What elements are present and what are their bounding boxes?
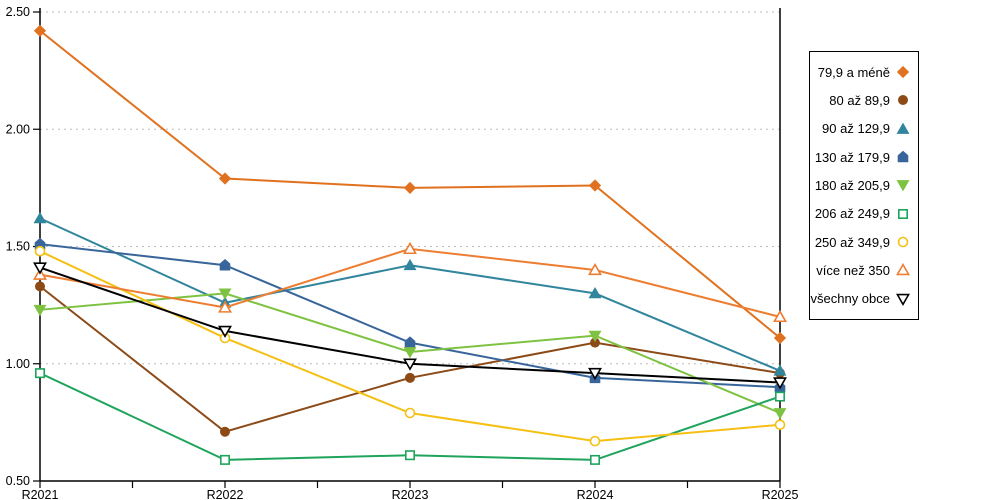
legend-item: 80 až 89,9 [814,93,911,108]
series-marker [218,325,232,338]
legend-item: 250 až 349,9 [814,235,911,250]
series-marker [404,450,415,461]
series-marker [588,286,602,299]
legend-item: 180 až 205,9 [814,178,911,193]
legend-item-label: více než 350 [816,262,890,278]
legend-marker-icon [897,150,909,163]
triangle-up-marker-icon [896,263,910,276]
x-axis-tick-label: R2021 [22,488,59,500]
legend-item-label: 79,9 a méně [817,64,890,80]
series-7 [33,241,787,323]
series-5 [34,368,785,465]
legend-item: 79,9 a méně [814,65,911,80]
legend-item: 130 až 179,9 [814,150,911,165]
y-axis-tick-label: 2.50 [6,5,30,19]
series-marker [218,172,232,185]
legend-item-label: 90 až 129,9 [822,121,890,137]
series-8 [33,262,787,390]
series-marker [403,358,417,371]
y-axis-tick-label: 1.50 [6,240,30,254]
legend-marker-icon [896,293,910,306]
legend-marker-icon [897,208,908,219]
circle-marker-icon [897,236,909,248]
series-marker [773,331,787,345]
triangle-down-marker-icon [896,293,910,306]
series-marker [588,262,602,276]
series-marker [34,245,46,257]
legend-marker-icon [896,122,910,134]
legend-item-label: 206 až 249,9 [814,206,890,222]
series-marker [35,281,45,292]
chart-legend: 79,9 a méně 80 až 89,9 90 až 129,9 130 až 1… [809,51,919,320]
series-marker [33,211,47,224]
square-marker-icon [897,208,908,219]
series-marker [774,419,786,431]
series-marker [404,336,416,348]
circle-marker-icon [898,95,908,106]
diamond-marker-icon [896,66,910,79]
x-axis-tick-label: R2023 [392,488,429,500]
series-marker [220,426,230,437]
legend-marker-icon [898,95,908,106]
series-marker [773,408,787,420]
y-axis-tick-label: 2.00 [6,122,30,136]
legend-marker-icon [896,180,910,192]
series-marker [404,407,416,419]
series-marker [33,24,47,37]
legend-item: všechny obce [810,291,911,307]
series-marker [588,179,602,192]
x-axis-tick-label: R2025 [762,488,799,500]
series-marker [589,454,600,465]
series-marker [403,258,417,271]
series-marker [403,181,417,194]
legend-item-label: 130 až 179,9 [814,149,890,165]
x-axis-tick-label: R2024 [577,488,614,500]
series-marker [588,367,602,381]
triangle-up-marker-icon [896,122,910,134]
series-marker [33,262,47,275]
series-marker [773,309,787,323]
y-axis-tick-label: 1.00 [6,357,30,371]
legend-marker-icon [897,236,909,248]
legend-item: více než 350 [814,263,911,278]
series-marker [405,372,415,383]
legend-item-label: 250 až 349,9 [814,234,890,250]
series-marker [219,258,231,271]
series-marker [218,288,232,300]
series-marker [773,364,787,376]
legend-marker-icon [896,66,910,79]
x-axis-tick-label: R2022 [207,488,244,500]
legend-item-label: 180 až 205,9 [814,177,890,193]
series-0 [33,24,787,345]
series-marker [774,391,785,402]
series-marker [33,304,47,317]
legend-item: 90 až 129,9 [814,121,911,136]
y-axis-tick-label: 0.50 [6,474,30,488]
series-marker [220,454,231,465]
series-marker [403,241,417,255]
legend-marker-icon [896,263,910,276]
series-marker [218,300,232,313]
series-4 [33,288,787,420]
pentagon-marker-icon [897,150,909,163]
legend-item-label: 80 až 89,9 [829,92,890,108]
series-marker [588,330,602,343]
legend-item-label: všechny obce [810,291,891,307]
series-marker [403,347,417,359]
series-marker [589,435,601,447]
series-marker [773,377,787,390]
legend-item: 206 až 249,9 [814,206,911,221]
triangle-down-marker-icon [896,180,910,192]
series-2 [33,211,787,376]
series-marker [34,368,45,379]
